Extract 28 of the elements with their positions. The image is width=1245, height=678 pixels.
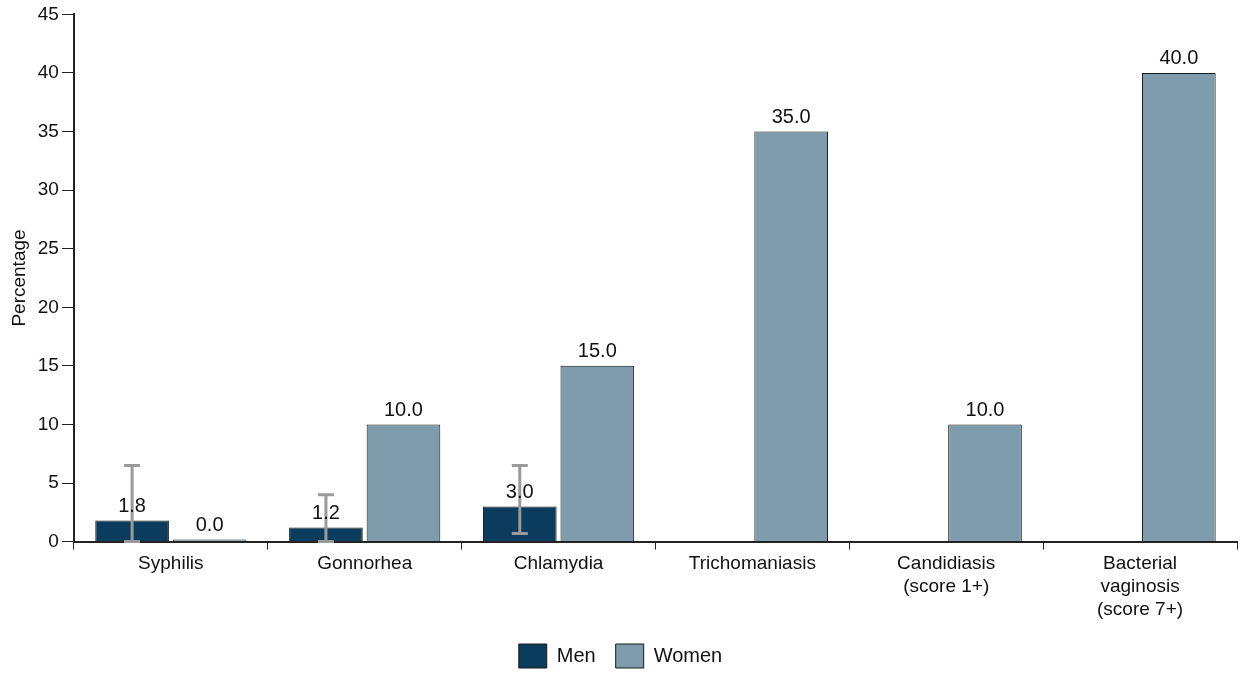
x-tick-label: Gonnorhea [317,552,413,574]
x-tick-label: Trichomaniasis [688,552,816,574]
legend-label: Women [653,643,723,666]
y-tick-label: 45 [37,2,59,24]
x-tick-label: Bacterial vaginosis (score 7+) [1097,552,1184,619]
y-tick-label: 20 [37,295,59,317]
data-label: 10.0 [384,397,423,420]
data-label: 35.0 [771,105,811,128]
y-tick-label: 10 [37,412,59,434]
x-tick-label: Candidiasis (score 1+) [897,552,996,597]
y-axis-title: Percentage [7,229,29,327]
data-label: 15.0 [577,339,617,362]
x-tick-label: Chlamydia [513,552,604,574]
y-tick-label: 5 [48,471,59,493]
y-tick-label: 25 [37,236,59,258]
data-label: 40.0 [1159,46,1199,69]
legend-label: Men [556,643,596,666]
data-label: 1.2 [312,501,340,524]
x-tick-label: Syphilis [138,552,204,574]
y-tick-label: 35 [37,119,59,141]
y-tick-label: 30 [37,178,59,200]
data-label: 10.0 [965,397,1005,420]
data-label: 1.8 [118,494,146,517]
y-tick-label: 15 [37,354,59,376]
y-tick-label: 0 [48,529,59,551]
data-label: 0.0 [195,513,224,536]
data-label: 3.0 [505,479,534,502]
y-tick-label: 40 [37,61,59,83]
